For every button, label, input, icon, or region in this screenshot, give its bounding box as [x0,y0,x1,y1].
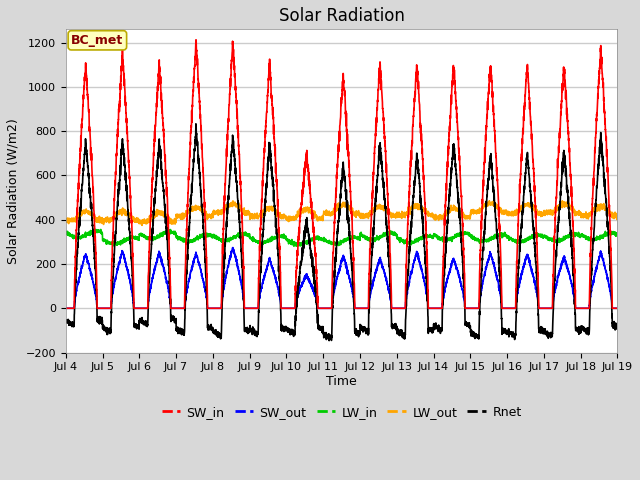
Rnet [435,326,443,332]
Rnet [325,338,333,344]
Line: Rnet: Rnet [66,124,618,341]
Rnet [613,324,621,330]
LW_in [435,235,443,240]
SW_out [614,305,621,311]
Title: Solar Radiation: Solar Radiation [278,7,404,25]
Rnet [614,324,621,330]
SW_out [161,269,169,275]
Rnet [321,333,329,339]
Text: BC_met: BC_met [71,34,124,47]
SW_out [321,305,329,311]
LW_in [321,238,329,243]
LW_out [435,216,443,221]
LW_in [614,233,621,239]
SW_in [614,305,621,311]
LW_out [138,222,146,228]
SW_in [497,251,504,256]
SW_in [465,305,473,311]
LW_out [465,216,473,221]
LW_out [613,211,621,217]
SW_in [161,152,169,157]
SW_out [62,305,70,311]
SW_in [62,305,70,311]
LW_in [111,243,118,249]
SW_in [192,37,200,43]
SW_in [613,305,621,311]
Line: SW_out: SW_out [66,248,618,308]
LW_out [62,217,70,223]
Rnet [192,121,200,127]
Rnet [161,204,169,209]
LW_out [161,210,169,216]
Rnet [497,290,504,296]
SW_out [435,305,443,311]
LW_in [497,231,504,237]
Y-axis label: Solar Radiation (W/m2): Solar Radiation (W/m2) [7,118,20,264]
LW_out [486,198,493,204]
X-axis label: Time: Time [326,375,357,388]
SW_in [321,305,329,311]
LW_in [62,230,70,236]
Line: SW_in: SW_in [66,40,618,308]
SW_out [613,305,621,311]
SW_out [497,293,504,299]
LW_in [161,228,169,234]
SW_out [465,305,473,311]
LW_in [613,230,621,236]
SW_in [435,305,443,311]
Rnet [62,318,70,324]
Legend: SW_in, SW_out, LW_in, LW_out, Rnet: SW_in, SW_out, LW_in, LW_out, Rnet [157,401,527,424]
SW_out [229,245,237,251]
LW_out [614,214,621,220]
LW_out [321,211,329,216]
Line: LW_in: LW_in [66,229,618,246]
LW_in [465,233,473,239]
LW_in [92,227,99,232]
Rnet [465,325,473,331]
Line: LW_out: LW_out [66,201,618,225]
LW_out [497,209,504,215]
